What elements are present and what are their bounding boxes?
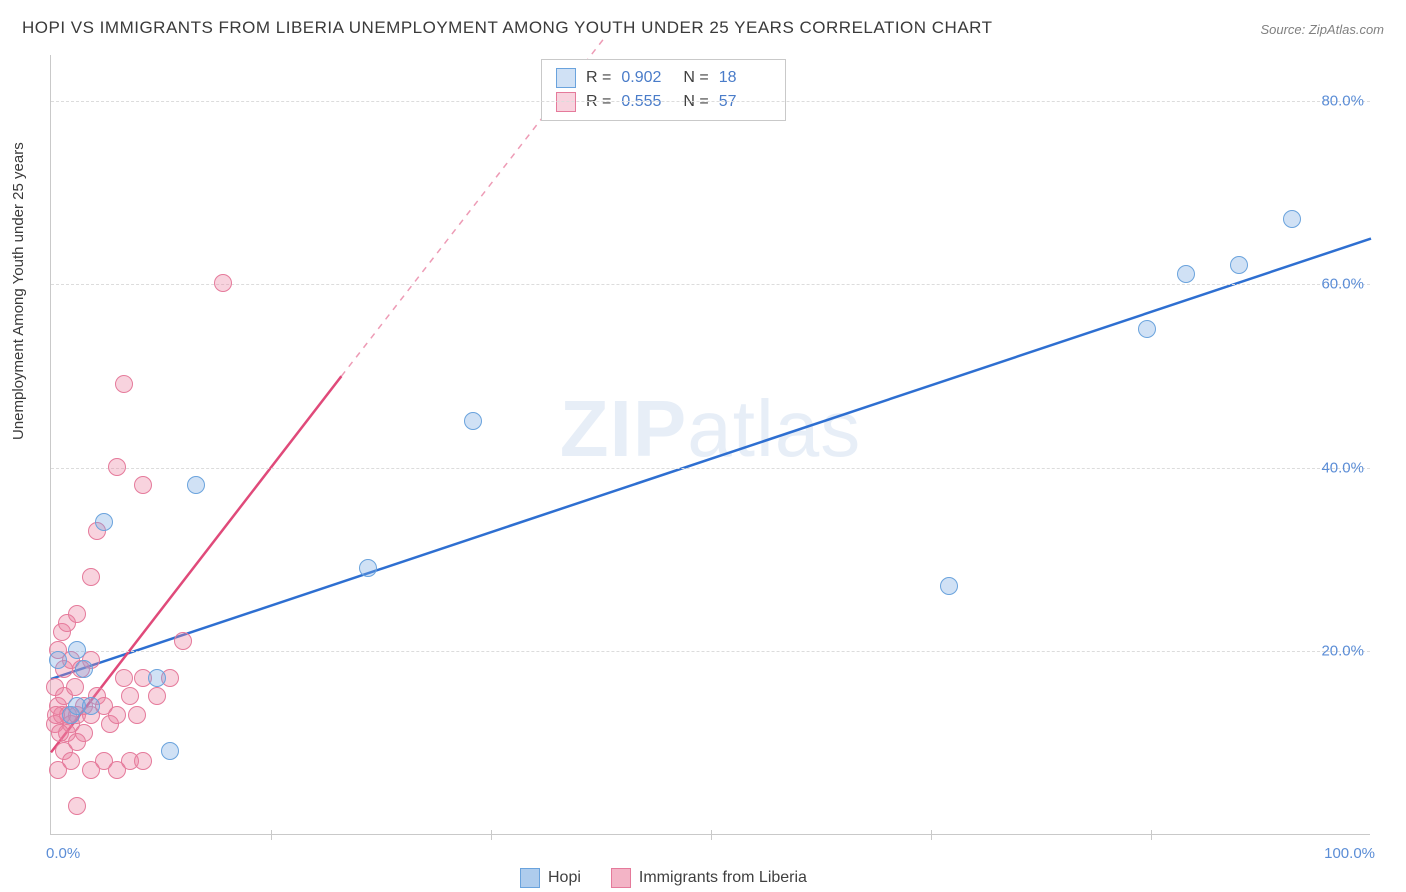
gridline-h xyxy=(51,651,1370,652)
data-point xyxy=(134,476,152,494)
legend-r-label: R = xyxy=(586,69,611,87)
legend-swatch xyxy=(556,92,576,112)
data-point xyxy=(464,412,482,430)
legend-item: Hopi xyxy=(520,868,581,888)
legend-row: R = 0.555 N = 57 xyxy=(556,90,771,114)
legend-swatch xyxy=(556,68,576,88)
data-point xyxy=(68,605,86,623)
gridline-h xyxy=(51,468,1370,469)
legend-label: Immigrants from Liberia xyxy=(639,869,807,887)
data-point xyxy=(95,513,113,531)
data-point xyxy=(82,761,100,779)
y-tick-label: 20.0% xyxy=(1321,643,1364,660)
y-tick-label: 80.0% xyxy=(1321,92,1364,109)
data-point xyxy=(214,274,232,292)
data-point xyxy=(148,669,166,687)
data-point xyxy=(121,687,139,705)
x-tick xyxy=(1151,830,1152,840)
watermark: ZIPatlas xyxy=(560,383,861,475)
legend-n-label: N = xyxy=(683,69,708,87)
legend-swatch xyxy=(520,868,540,888)
source-attribution: Source: ZipAtlas.com xyxy=(1260,22,1384,37)
data-point xyxy=(68,733,86,751)
chart-title: HOPI VS IMMIGRANTS FROM LIBERIA UNEMPLOY… xyxy=(22,18,993,38)
data-point xyxy=(115,669,133,687)
legend-label: Hopi xyxy=(548,869,581,887)
x-tick-label: 100.0% xyxy=(1324,845,1375,862)
legend-n-value: 57 xyxy=(719,93,771,111)
data-point xyxy=(187,476,205,494)
data-point xyxy=(49,761,67,779)
series-legend: Hopi Immigrants from Liberia xyxy=(520,868,807,888)
legend-item: Immigrants from Liberia xyxy=(611,868,807,888)
legend-row: R = 0.902 N = 18 xyxy=(556,66,771,90)
data-point xyxy=(115,375,133,393)
x-tick xyxy=(491,830,492,840)
data-point xyxy=(940,577,958,595)
data-point xyxy=(75,660,93,678)
data-point xyxy=(359,559,377,577)
y-axis-label: Unemployment Among Youth under 25 years xyxy=(10,142,27,440)
legend-r-value: 0.555 xyxy=(621,93,673,111)
legend-r-label: R = xyxy=(586,93,611,111)
data-point xyxy=(161,742,179,760)
data-point xyxy=(148,687,166,705)
data-point xyxy=(82,568,100,586)
legend-n-value: 18 xyxy=(719,69,771,87)
data-point xyxy=(46,678,64,696)
data-point xyxy=(108,706,126,724)
data-point xyxy=(49,651,67,669)
data-point xyxy=(82,697,100,715)
data-point xyxy=(51,724,69,742)
trend-lines xyxy=(51,55,1370,834)
data-point xyxy=(66,678,84,696)
legend-swatch xyxy=(611,868,631,888)
x-tick xyxy=(271,830,272,840)
data-point xyxy=(1283,210,1301,228)
x-tick xyxy=(931,830,932,840)
data-point xyxy=(134,752,152,770)
legend-n-label: N = xyxy=(683,93,708,111)
data-point xyxy=(128,706,146,724)
data-point xyxy=(108,458,126,476)
plot-area: ZIPatlas R = 0.902 N = 18 R = 0.555 N = 57 20.0… xyxy=(50,55,1370,835)
gridline-h xyxy=(51,284,1370,285)
data-point xyxy=(174,632,192,650)
data-point xyxy=(68,641,86,659)
data-point xyxy=(1138,320,1156,338)
legend-r-value: 0.902 xyxy=(621,69,673,87)
y-tick-label: 60.0% xyxy=(1321,276,1364,293)
data-point xyxy=(1177,265,1195,283)
y-tick-label: 40.0% xyxy=(1321,459,1364,476)
x-tick xyxy=(711,830,712,840)
x-tick-label: 0.0% xyxy=(46,845,80,862)
gridline-h xyxy=(51,101,1370,102)
correlation-legend: R = 0.902 N = 18 R = 0.555 N = 57 xyxy=(541,59,786,121)
data-point xyxy=(68,797,86,815)
data-point xyxy=(1230,256,1248,274)
